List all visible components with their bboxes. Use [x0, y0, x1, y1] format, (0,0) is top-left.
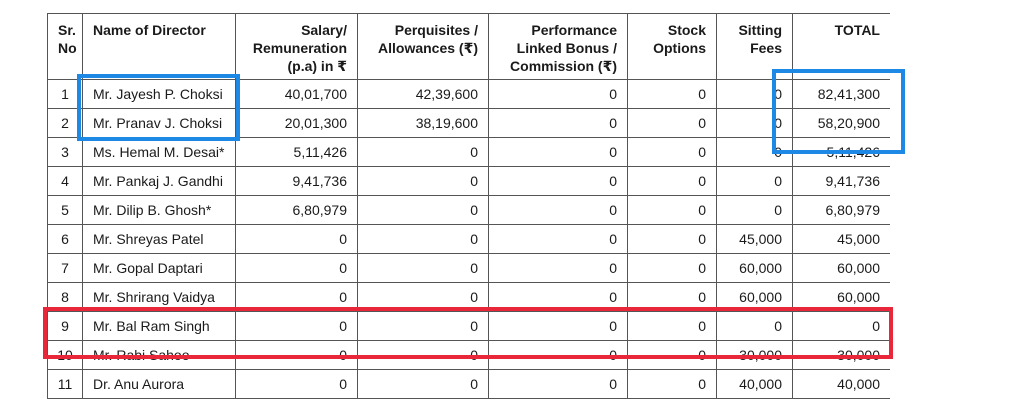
director-name-cell: Mr. Dilip B. Ghosh*: [82, 195, 236, 225]
sr-no-cell: 11: [47, 369, 83, 399]
perquisites-cell: 0: [357, 137, 489, 167]
total-cell: 58,20,900: [792, 108, 890, 138]
stock-options-cell: 0: [627, 311, 717, 341]
sr-no-cell: 6: [47, 224, 83, 254]
performance-bonus-cell: 0: [488, 311, 628, 341]
director-name-cell: Mr. Shreyas Patel: [82, 224, 236, 254]
stock-options-cell: 0: [627, 137, 717, 167]
perquisites-cell: 0: [357, 166, 489, 196]
sr-no-cell: 3: [47, 137, 83, 167]
header-row: Sr. No Name of Director Salary/ Remunera…: [47, 13, 890, 80]
table-row: 11 Dr. Anu Aurora 0 0 0 0 40,000 40,000: [47, 369, 890, 399]
sitting-fees-cell: 45,000: [716, 224, 793, 254]
sitting-fees-cell: 0: [716, 108, 793, 138]
perquisites-cell: 0: [357, 311, 489, 341]
table-row: 7 Mr. Gopal Daptari 0 0 0 0 60,000 60,000: [47, 253, 890, 283]
salary-cell: 0: [235, 369, 358, 399]
salary-cell: 0: [235, 253, 358, 283]
director-remuneration-table-wrapper: Sr. No Name of Director Salary/ Remunera…: [47, 13, 890, 404]
header-name-of-director: Name of Director: [82, 13, 236, 80]
performance-bonus-cell: 0: [488, 79, 628, 109]
salary-cell: 20,01,300: [235, 108, 358, 138]
director-name-cell: Mr. Gopal Daptari: [82, 253, 236, 283]
stock-options-cell: 0: [627, 108, 717, 138]
performance-bonus-cell: 0: [488, 224, 628, 254]
salary-cell: 9,41,736: [235, 166, 358, 196]
total-cell: 0: [792, 311, 890, 341]
stock-options-cell: 0: [627, 79, 717, 109]
performance-bonus-cell: 0: [488, 195, 628, 225]
sitting-fees-cell: 0: [716, 195, 793, 225]
total-cell: 60,000: [792, 253, 890, 283]
director-name-cell: Ms. Hemal M. Desai*: [82, 137, 236, 167]
sitting-fees-cell: 0: [716, 166, 793, 196]
perquisites-cell: 0: [357, 253, 489, 283]
header-sitting-fees: Sitting Fees: [716, 13, 793, 80]
highlight-box-row-9: [43, 307, 893, 359]
perquisites-cell: 38,19,600: [357, 108, 489, 138]
sitting-fees-cell: 40,000: [716, 369, 793, 399]
header-salary: Salary/ Remuneration (p.a) in ₹: [235, 13, 358, 80]
table-row: 5 Mr. Dilip B. Ghosh* 6,80,979 0 0 0 0 6,80,979: [47, 195, 890, 225]
perquisites-cell: 42,39,600: [357, 79, 489, 109]
director-name-cell: Mr. Pankaj J. Gandhi: [82, 166, 236, 196]
stock-options-cell: 0: [627, 195, 717, 225]
performance-bonus-cell: 0: [488, 253, 628, 283]
total-cell: 40,000: [792, 369, 890, 399]
table-row: 2 Mr. Pranav J. Choksi 20,01,300 38,19,600 0…: [47, 108, 890, 138]
table-row: 6 Mr. Shreyas Patel 0 0 0 0 45,000 45,000: [47, 224, 890, 254]
highlight-box-names: [77, 74, 240, 141]
total-cell: 82,41,300: [792, 79, 890, 109]
header-stock-options: Stock Options: [627, 13, 717, 80]
table-row: 9 Mr. Bal Ram Singh 0 0 0 0 0 0: [47, 311, 890, 341]
header-total: TOTAL: [792, 13, 890, 80]
salary-cell: 0: [235, 224, 358, 254]
table-row: 1 Mr. Jayesh P. Choksi 40,01,700 42,39,600 0…: [47, 79, 890, 109]
sr-no-cell: 7: [47, 253, 83, 283]
sitting-fees-cell: 0: [716, 79, 793, 109]
performance-bonus-cell: 0: [488, 108, 628, 138]
perquisites-cell: 0: [357, 224, 489, 254]
highlight-box-totals: [772, 69, 905, 154]
header-sr-no: Sr. No: [47, 13, 83, 80]
table-row: 4 Mr. Pankaj J. Gandhi 9,41,736 0 0 0 0 9,41,73…: [47, 166, 890, 196]
stock-options-cell: 0: [627, 224, 717, 254]
total-cell: 9,41,736: [792, 166, 890, 196]
perquisites-cell: 0: [357, 195, 489, 225]
total-cell: 6,80,979: [792, 195, 890, 225]
stock-options-cell: 0: [627, 369, 717, 399]
perquisites-cell: 0: [357, 369, 489, 399]
sitting-fees-cell: 60,000: [716, 253, 793, 283]
header-performance-bonus: Performance Linked Bonus / Commission (₹…: [488, 13, 628, 80]
stock-options-cell: 0: [627, 253, 717, 283]
sr-no-cell: 4: [47, 166, 83, 196]
performance-bonus-cell: 0: [488, 166, 628, 196]
director-remuneration-table: Sr. No Name of Director Salary/ Remunera…: [47, 13, 890, 399]
stock-options-cell: 0: [627, 166, 717, 196]
director-name-cell: Dr. Anu Aurora: [82, 369, 236, 399]
sr-no-cell: 5: [47, 195, 83, 225]
header-perquisites: Perquisites / Allowances (₹): [357, 13, 489, 80]
total-cell: 45,000: [792, 224, 890, 254]
sitting-fees-cell: 0: [716, 311, 793, 341]
salary-cell: 40,01,700: [235, 79, 358, 109]
performance-bonus-cell: 0: [488, 369, 628, 399]
salary-cell: 6,80,979: [235, 195, 358, 225]
performance-bonus-cell: 0: [488, 137, 628, 167]
table-row: 3 Ms. Hemal M. Desai* 5,11,426 0 0 0 0 5,11,426: [47, 137, 890, 167]
salary-cell: 0: [235, 311, 358, 341]
salary-cell: 5,11,426: [235, 137, 358, 167]
director-name-cell: Mr. Jayesh P. Choksi: [82, 79, 236, 109]
